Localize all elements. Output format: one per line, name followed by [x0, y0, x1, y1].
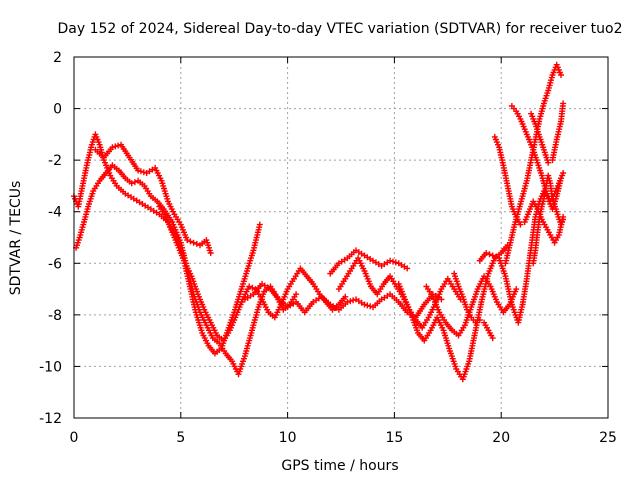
x-tick-label: 10 [279, 430, 297, 446]
data-point-marker [545, 159, 552, 166]
data-point-marker [361, 301, 368, 308]
data-point-marker [246, 283, 253, 290]
data-point-marker [137, 168, 144, 175]
plot-area [71, 61, 567, 383]
data-point-marker [249, 284, 256, 291]
data-point-marker [483, 250, 490, 256]
chart-title: Day 152 of 2024, Sidereal Day-to-day VTE… [57, 21, 622, 37]
y-tick-label: 0 [53, 102, 62, 118]
y-tick-label: -4 [48, 205, 62, 221]
data-point-marker [392, 259, 399, 266]
data-point-marker [486, 251, 493, 258]
data-point-marker [344, 299, 351, 305]
data-point-marker [131, 179, 138, 186]
y-tick-label: -10 [39, 359, 62, 375]
data-point-marker [492, 253, 499, 260]
data-point-marker [256, 221, 263, 228]
data-point-marker [472, 319, 479, 326]
x-axis-label: GPS time / hours [281, 458, 398, 474]
data-point-marker [190, 239, 197, 246]
grid-lines [74, 57, 608, 418]
data-point-marker [560, 216, 567, 223]
data-point-marker [560, 170, 567, 176]
axes-frame [73, 56, 609, 419]
data-point-marker [112, 143, 119, 150]
y-tick-label: -12 [39, 411, 62, 427]
data-point-marker [476, 317, 483, 323]
data-point-marker [513, 286, 520, 293]
data-point-marker [517, 221, 524, 228]
data-point-marker [558, 72, 564, 78]
y-tick-label: -8 [48, 308, 62, 324]
data-point-marker [387, 257, 394, 264]
data-point-marker [135, 167, 142, 174]
data-point-marker [347, 298, 354, 305]
data-point-marker [293, 291, 300, 298]
data-point-marker [115, 142, 122, 149]
data-point-marker [184, 237, 191, 244]
x-tick-label: 5 [176, 430, 185, 446]
y-tick-label: 2 [53, 50, 62, 66]
axis-tick-labels: 0 5 10 15 20 25 -12 -10 -8 -6 -4 -2 0 2 [39, 50, 617, 446]
data-point-marker [342, 293, 349, 300]
data-point-marker [193, 240, 200, 247]
x-tick-label: 15 [385, 430, 403, 446]
data-point-marker [364, 302, 371, 309]
data-point-marker [350, 297, 357, 304]
data-point-marker [187, 238, 194, 245]
data-point-marker [109, 144, 116, 151]
data-point-marker [140, 169, 147, 176]
y-axis-label: SDTVAR / TECUs [8, 181, 24, 296]
y-tick-label: -2 [48, 153, 62, 169]
y-tick-label: -6 [48, 256, 62, 272]
data-point-marker [367, 303, 374, 310]
data-point-marker [489, 252, 496, 259]
data-point-marker [489, 335, 496, 342]
axis-ticks [73, 56, 609, 419]
data-point-marker [128, 180, 135, 187]
x-tick-label: 20 [492, 430, 510, 446]
x-tick-label: 0 [70, 430, 79, 446]
x-tick-label: 25 [599, 430, 617, 446]
data-point-marker [207, 250, 214, 256]
data-point-marker [560, 100, 567, 107]
data-point-marker [404, 265, 411, 272]
data-point-marker [390, 258, 396, 265]
